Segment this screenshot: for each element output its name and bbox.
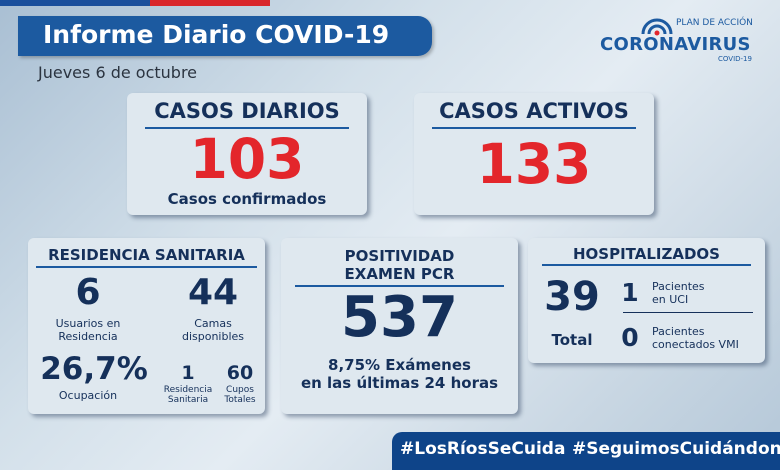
ocupacion-label: Ocupación	[58, 389, 118, 402]
report-date: Jueves 6 de octubre	[38, 63, 198, 82]
usuarios-label-2: Residencia	[58, 330, 118, 343]
uci-label-2: en UCI	[652, 293, 689, 306]
cupos-value: 60	[226, 362, 254, 384]
hospitalizados-underline	[542, 264, 751, 266]
residencia-count-value: 1	[181, 362, 195, 384]
flag-blue-segment	[0, 0, 150, 6]
hashtag-los-rios: #LosRíosSeCuida	[400, 439, 566, 459]
positividad-card: POSITIVIDAD EXAMEN PCR 537 8,75% Exámene…	[281, 238, 518, 414]
page-title: Informe Diario COVID-19	[43, 20, 390, 49]
vmi-label-1: Pacientes	[652, 325, 705, 338]
casos-activos-card: CASOS ACTIVOS 133	[414, 93, 654, 215]
arc-emblem-icon	[641, 18, 673, 36]
logo-sub-text: COVID-19	[718, 55, 752, 63]
logo-name-text: CORONAVIRUS	[600, 34, 751, 55]
residencia-title: RESIDENCIA SANITARIA	[48, 246, 245, 264]
camas-label-1: Camas	[194, 317, 232, 330]
positividad-value: 537	[341, 285, 458, 350]
logo-plan-text: PLAN DE ACCIÓN	[676, 18, 753, 28]
casos-diarios-underline	[145, 127, 349, 129]
usuarios-value: 6	[75, 272, 101, 313]
vmi-value: 0	[621, 323, 639, 352]
casos-diarios-title: CASOS DIARIOS	[154, 99, 340, 123]
hospitalizados-total-value: 39	[544, 274, 600, 320]
residencia-card: RESIDENCIA SANITARIA 6 Usuarios en Resid…	[28, 238, 265, 414]
usuarios-label-1: Usuarios en	[55, 317, 121, 330]
camas-value: 44	[187, 272, 239, 313]
casos-diarios-value: 103	[189, 127, 305, 191]
casos-diarios-card: CASOS DIARIOS 103 Casos confirmados	[127, 93, 367, 215]
positividad-title-2: EXAMEN PCR	[344, 265, 455, 283]
title-banner: Informe Diario COVID-19	[18, 16, 432, 56]
vmi-label-2: conectados VMI	[652, 338, 739, 351]
positividad-underline	[295, 285, 504, 287]
flag-red-segment	[150, 0, 270, 6]
hospitalizados-title: HOSPITALIZADOS	[573, 245, 720, 263]
residencia-count-label-1: Residencia	[163, 385, 213, 395]
casos-activos-title: CASOS ACTIVOS	[439, 99, 629, 123]
cupos-label-1: Cupos	[226, 385, 254, 395]
hashtag-seguimos: #SeguimosCuidándonos	[572, 439, 780, 459]
uci-value: 1	[621, 278, 639, 307]
residencia-count-label-2: Sanitaria	[167, 395, 209, 405]
casos-diarios-label: Casos confirmados	[167, 190, 327, 208]
camas-label-2: disponibles	[181, 330, 245, 343]
ocupacion-value: 26,7%	[40, 351, 148, 387]
residencia-underline	[36, 266, 257, 268]
positividad-line-2: en las últimas 24 horas	[300, 374, 499, 392]
coronavirus-logo: PLAN DE ACCIÓN CORONAVIRUS COVID-19	[598, 14, 758, 66]
positividad-line-1: 8,75% Exámenes	[328, 356, 471, 374]
hospitalizados-card: HOSPITALIZADOS 39 Total 1 Pacientes en U…	[528, 238, 765, 363]
cupos-label-2: Totales	[224, 395, 256, 405]
uci-label-1: Pacientes	[652, 280, 705, 293]
flag-stripe	[0, 0, 270, 6]
casos-activos-value: 133	[476, 132, 592, 196]
hospitalizados-divider	[623, 312, 753, 313]
hospitalizados-total-label: Total	[551, 331, 593, 349]
casos-activos-underline	[432, 127, 636, 129]
hashtag-bar: #LosRíosSeCuida #SeguimosCuidándonos	[392, 432, 780, 470]
positividad-title-1: POSITIVIDAD	[344, 247, 455, 265]
